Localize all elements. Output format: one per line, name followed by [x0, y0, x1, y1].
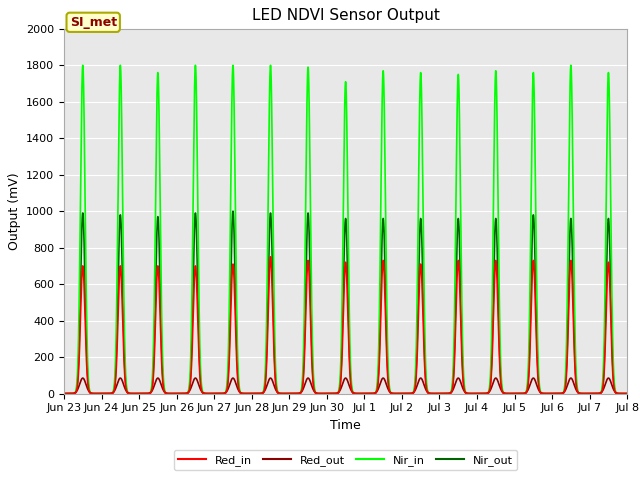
Red_out	[504, 391, 511, 396]
Nir_in	[60, 391, 68, 396]
Line: Red_out: Red_out	[64, 378, 627, 394]
Red_in	[621, 391, 629, 396]
Nir_out	[175, 391, 182, 396]
Nir_in	[504, 391, 511, 396]
Red_out	[621, 391, 629, 396]
Line: Nir_in: Nir_in	[64, 65, 627, 394]
Nir_in	[621, 391, 629, 396]
Nir_out	[424, 389, 431, 395]
Nir_in	[180, 391, 188, 396]
Red_in	[623, 391, 631, 396]
Legend: Red_in, Red_out, Nir_in, Nir_out: Red_in, Red_out, Nir_in, Nir_out	[174, 450, 517, 470]
Nir_out	[60, 391, 68, 396]
Nir_in	[79, 62, 86, 68]
Nir_out	[623, 391, 631, 396]
Nir_in	[424, 387, 431, 393]
Y-axis label: Output (mV): Output (mV)	[8, 172, 20, 250]
Nir_out	[229, 208, 237, 214]
Line: Nir_out: Nir_out	[64, 211, 627, 394]
Title: LED NDVI Sensor Output: LED NDVI Sensor Output	[252, 9, 440, 24]
Nir_out	[271, 363, 279, 369]
Red_out	[175, 391, 182, 396]
Nir_in	[271, 341, 279, 347]
Nir_out	[180, 391, 188, 396]
Red_in	[60, 391, 68, 396]
Nir_in	[175, 391, 182, 396]
Red_out	[623, 391, 631, 396]
Nir_in	[623, 391, 631, 396]
Nir_out	[621, 391, 629, 396]
Red_in	[267, 254, 275, 260]
Red_in	[504, 391, 511, 396]
Line: Red_in: Red_in	[64, 257, 627, 394]
Nir_out	[504, 391, 511, 396]
Red_out	[271, 385, 279, 391]
Red_in	[175, 391, 182, 396]
X-axis label: Time: Time	[330, 419, 361, 432]
Red_in	[424, 389, 431, 395]
Red_out	[424, 389, 431, 395]
Red_out	[60, 391, 68, 396]
Red_out	[79, 375, 86, 381]
Red_out	[180, 391, 188, 396]
Red_in	[271, 370, 279, 376]
Text: SI_met: SI_met	[70, 16, 116, 29]
Red_in	[180, 391, 188, 396]
